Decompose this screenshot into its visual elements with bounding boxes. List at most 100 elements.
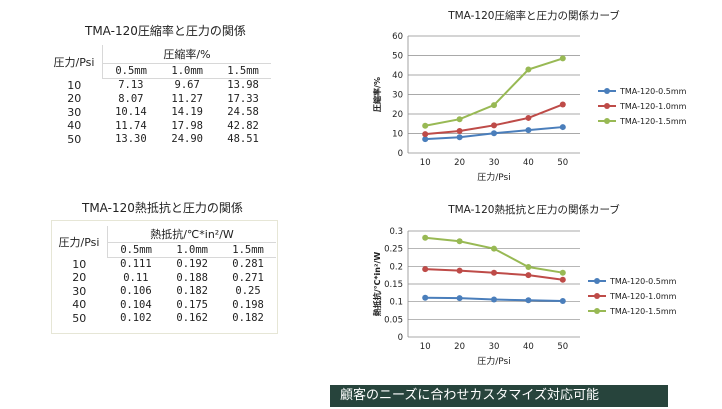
x-tick-label: 20	[454, 158, 465, 168]
table-row-pressure: 10	[67, 78, 82, 92]
data-point	[525, 272, 532, 279]
legend-marker	[594, 278, 600, 284]
table-row: 30 10.14 14.19 24.58	[46, 106, 271, 120]
data-point	[491, 245, 497, 252]
data-point	[491, 269, 497, 276]
table2-title: TMA-120熱抵抗と圧力の関係	[82, 201, 243, 215]
table-cell: 10.14	[115, 106, 147, 119]
legend-marker	[604, 88, 610, 94]
table-row-pressure: 50	[72, 311, 87, 325]
thermal-resistance-chart: TMA-120熱抵抗と圧力の関係カーブ 0 0.05 0.1 0.15 0.2 0.25 0.…	[360, 200, 722, 380]
table-cell: 8.07	[118, 92, 144, 105]
table-row-pressure: 30	[72, 284, 87, 298]
data-point	[422, 122, 429, 129]
series-line	[425, 57, 564, 127]
legend-label: TMA-120-1.0mm	[609, 292, 677, 301]
table2-col-header: 1.0mm	[164, 242, 221, 258]
data-point	[491, 130, 497, 137]
data-point	[456, 134, 463, 141]
data-point	[456, 128, 463, 135]
table-cell: 17.98	[171, 119, 203, 132]
data-point	[525, 264, 532, 271]
compression-chart-svg: TMA-120圧縮率と圧力の関係カーブ 0 10 20 30 40 50 60 10 20 30 40…	[372, 9, 687, 183]
table2-group-header: 熱抵抗/℃*in²/W	[107, 226, 276, 243]
data-point	[422, 136, 429, 143]
y-tick-label: 40	[392, 71, 403, 81]
table-cell: 0.106	[120, 285, 152, 298]
customization-banner: 顧客のニーズに合わせカスタマイズ対応可能	[330, 385, 668, 407]
table-cell: 13.30	[115, 133, 147, 146]
y-tick-label: 0.15	[384, 280, 403, 290]
legend-marker	[604, 118, 610, 124]
table-row: 40 11.74 17.98 42.82	[46, 119, 271, 133]
table-cell: 0.175	[176, 298, 208, 311]
data-point	[422, 234, 429, 241]
table-row-pressure: 10	[72, 257, 87, 271]
x-axis-label: 圧力/Psi	[477, 355, 511, 367]
table-row: 10 0.111 0.192 0.281	[51, 257, 276, 271]
table2-frame	[51, 220, 278, 334]
y-tick-label: 0	[398, 149, 403, 159]
data-point	[422, 294, 429, 301]
data-point	[456, 267, 463, 274]
table-cell: 17.33	[227, 92, 259, 105]
table-row-pressure: 40	[72, 298, 87, 312]
table-row-pressure: 30	[67, 105, 82, 119]
data-point	[422, 131, 429, 138]
data-point	[422, 266, 429, 273]
chart-title: TMA-120熱抵抗と圧力の関係カーブ	[447, 203, 620, 216]
y-axis-label: 熱抵抗/℃*in²/W	[372, 252, 382, 317]
table-cell: 42.82	[227, 119, 259, 132]
table1-col-header: 1.0mm	[159, 63, 216, 79]
table2-col-header: 0.5mm	[107, 242, 165, 258]
table1-row-header: 圧力/Psi	[46, 45, 103, 78]
data-point	[525, 127, 532, 134]
legend-label: TMA-120-1.0mm	[619, 102, 687, 111]
data-point	[525, 66, 532, 73]
data-point	[559, 297, 566, 304]
table-row: 20 8.07 11.27 17.33	[46, 92, 271, 106]
x-tick-label: 30	[489, 158, 500, 168]
table1-group-header: 圧縮率/%	[102, 45, 271, 64]
data-point	[559, 269, 566, 276]
x-tick-label: 50	[557, 342, 568, 352]
y-tick-label: 30	[392, 91, 403, 101]
y-tick-label: 0.05	[384, 315, 403, 325]
data-point	[559, 101, 566, 108]
x-axis-label: 圧力/Psi	[477, 171, 511, 183]
y-tick-label: 0.1	[389, 298, 403, 308]
table-row: 40 0.104 0.175 0.198	[51, 298, 276, 312]
y-tick-label: 0.2	[389, 262, 403, 272]
data-point	[456, 238, 463, 245]
legend-label: TMA-120-0.5mm	[609, 277, 677, 286]
x-tick-label: 10	[420, 342, 431, 352]
legend-marker	[594, 308, 600, 314]
table1-col-header: 1.5mm	[215, 63, 271, 79]
series-line	[425, 236, 563, 274]
x-tick-label: 10	[420, 158, 431, 168]
y-tick-label: 50	[392, 52, 403, 62]
data-point	[559, 124, 566, 131]
y-tick-label: 0	[398, 333, 403, 343]
x-tick-label: 40	[523, 342, 534, 352]
table-cell: 0.25	[235, 285, 261, 298]
table-cell: 0.11	[123, 271, 149, 284]
table-cell: 0.104	[120, 298, 152, 311]
x-tick-label: 30	[489, 342, 500, 352]
legend-label: TMA-120-0.5mm	[619, 87, 687, 96]
table-row-pressure: 40	[67, 119, 82, 133]
table-row: 20 0.11 0.188 0.271	[51, 271, 276, 285]
table-row-pressure: 20	[72, 271, 87, 285]
table1-title: TMA-120圧縮率と圧力の関係	[85, 24, 246, 38]
legend-label: TMA-120-1.5mm	[619, 117, 687, 126]
table-row: 50 0.102 0.162 0.182	[51, 312, 276, 326]
table-cell: 48.51	[227, 133, 259, 146]
table-cell: 11.74	[115, 119, 147, 132]
table-row: 30 0.106 0.182 0.25	[51, 285, 276, 299]
legend-marker	[604, 103, 610, 109]
table-cell: 0.111	[120, 258, 152, 271]
data-point	[491, 102, 497, 109]
table-cell: 9.67	[174, 79, 200, 92]
table2-col-header: 1.5mm	[220, 242, 276, 258]
x-tick-label: 40	[523, 158, 534, 168]
